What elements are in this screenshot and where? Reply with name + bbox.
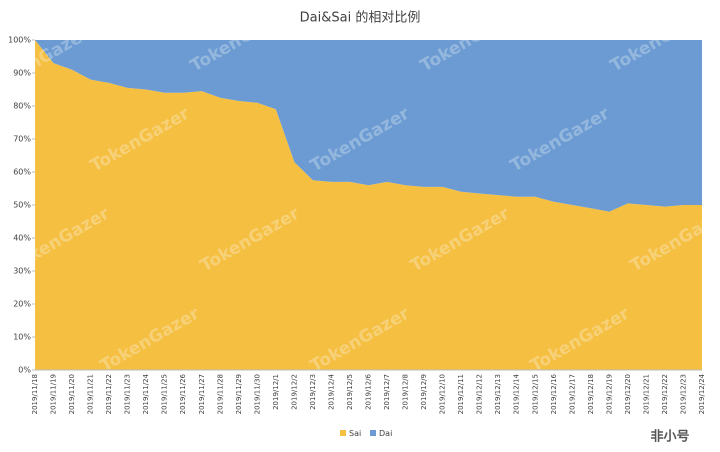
y-tick-label: 90% xyxy=(13,69,31,78)
x-tick-label: 2019/12/16 xyxy=(550,373,558,414)
x-tick-label: 2019/11/24 xyxy=(142,373,150,414)
x-tick-label: 2019/12/21 xyxy=(642,374,650,414)
x-tick-label: 2019/11/18 xyxy=(31,374,39,414)
logo-bg xyxy=(624,426,716,448)
y-tick-label: 0% xyxy=(18,366,31,375)
y-tick-label: 20% xyxy=(13,300,31,309)
plot-area xyxy=(35,40,702,370)
x-tick-label: 2019/12/4 xyxy=(327,373,335,409)
x-tick-label: 2019/11/26 xyxy=(179,373,187,414)
watermark: TokenGazer xyxy=(0,393,93,452)
legend: Sai Dai xyxy=(340,429,392,438)
x-tick-label: 2019/11/30 xyxy=(253,374,261,414)
x-tick-label: 2019/12/23 xyxy=(679,374,687,414)
logo: 非小号 xyxy=(650,429,689,445)
x-tick-label: 2019/12/22 xyxy=(661,374,669,414)
area-0 xyxy=(35,40,702,370)
y-tick-label: 80% xyxy=(13,102,31,111)
y-tick-label: 40% xyxy=(13,234,31,243)
x-tick-label: 2019/12/19 xyxy=(605,374,613,414)
x-tick-label: 2019/12/6 xyxy=(365,373,373,409)
x-tick-label: 2019/12/14 xyxy=(513,373,521,414)
x-tick-label: 2019/11/23 xyxy=(124,374,132,414)
x-tick-label: 2019/12/20 xyxy=(624,374,632,414)
x-tick-label: 2019/12/12 xyxy=(476,374,484,414)
y-tick-label: 60% xyxy=(13,168,31,177)
y-tick-label: 30% xyxy=(13,267,31,276)
x-tick-label: 2019/12/17 xyxy=(568,374,576,414)
x-tick-label: 2019/12/8 xyxy=(402,374,410,410)
area-1 xyxy=(35,40,702,212)
x-tick-label: 2019/11/27 xyxy=(198,374,206,414)
x-tick-label: 2019/11/19 xyxy=(50,374,58,414)
x-tick-label: 2019/12/18 xyxy=(587,374,595,414)
x-tick-label: 2019/12/24 xyxy=(698,373,706,414)
legend-label: Sai xyxy=(349,429,361,438)
y-tick-label: 50% xyxy=(13,201,31,210)
x-tick-label: 2019/11/25 xyxy=(161,374,169,414)
y-tick-label: 100% xyxy=(8,36,31,45)
x-tick-label: 2019/12/1 xyxy=(272,374,280,410)
x-tick-label: 2019/12/7 xyxy=(383,374,391,410)
x-tick-label: 2019/11/29 xyxy=(235,374,243,414)
legend-swatch xyxy=(340,430,346,436)
x-tick-label: 2019/12/13 xyxy=(494,374,502,414)
x-tick-label: 2019/12/10 xyxy=(439,374,447,414)
x-tick-label: 2019/12/15 xyxy=(531,374,539,414)
watermark: TokenGazer xyxy=(417,393,523,452)
chart-title: Dai&Sai 的相对比例 xyxy=(300,10,421,26)
x-tick-label: 2019/12/11 xyxy=(457,374,465,414)
legend-swatch xyxy=(370,430,376,436)
y-tick-label: 10% xyxy=(13,333,31,342)
legend-label: Dai xyxy=(379,429,392,438)
x-tick-label: 2019/12/9 xyxy=(420,374,428,410)
x-tick-label: 2019/11/21 xyxy=(87,374,95,414)
x-tick-label: 2019/12/5 xyxy=(346,374,354,410)
x-tick-label: 2019/11/20 xyxy=(68,374,76,414)
x-tick-label: 2019/11/28 xyxy=(216,374,224,414)
x-tick-label: 2019/11/22 xyxy=(105,374,113,414)
x-tick-label: 2019/12/2 xyxy=(290,374,298,410)
x-tick-label: 2019/12/3 xyxy=(309,374,317,410)
y-tick-label: 70% xyxy=(13,135,31,144)
